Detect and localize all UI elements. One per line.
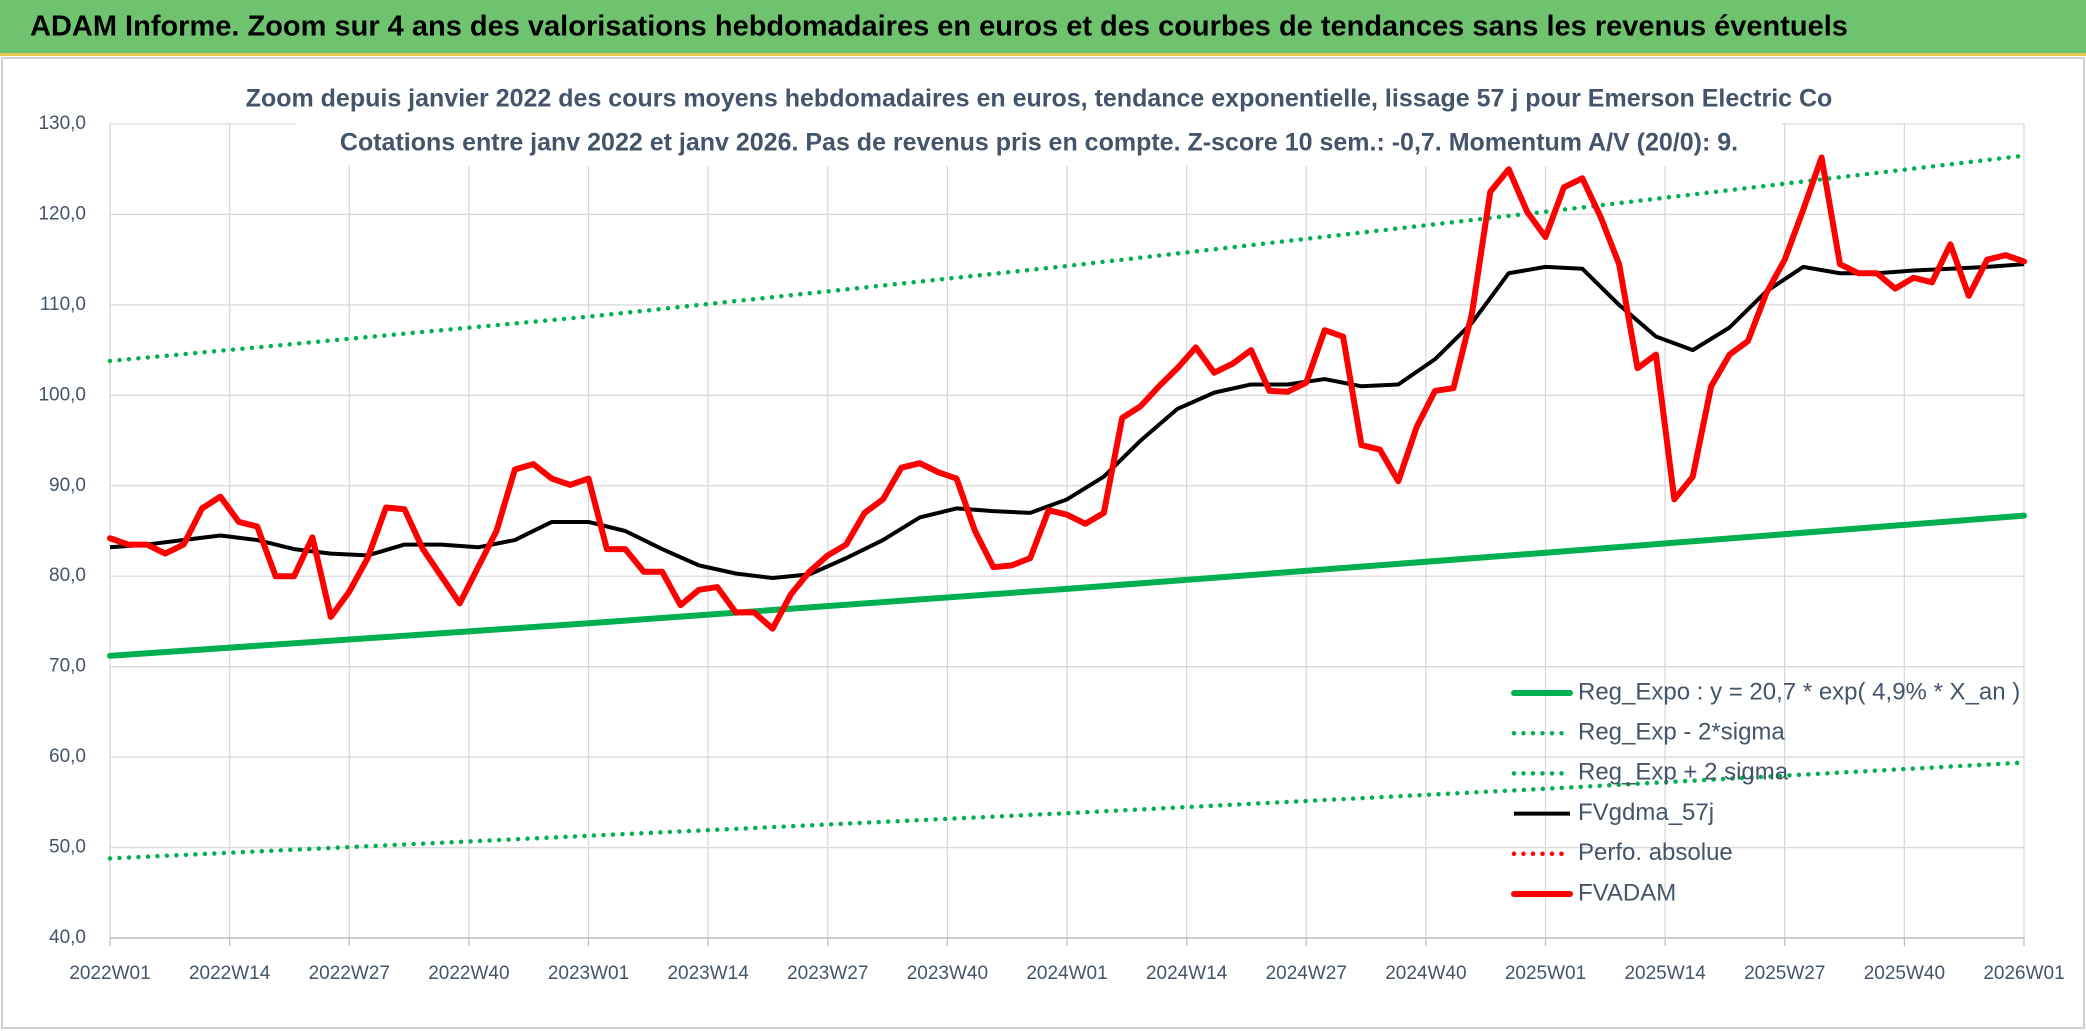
x-tick-label: 2023W01 — [548, 963, 629, 984]
chart-title: Zoom depuis janvier 2022 des cours moyen… — [246, 85, 1833, 113]
x-tick-label: 2025W40 — [1864, 963, 1945, 984]
chart-subtitle: Cotations entre janv 2022 et janv 2026. … — [340, 129, 1738, 157]
x-tick-label: 2024W14 — [1146, 963, 1228, 984]
x-tick-label: 2023W27 — [787, 963, 868, 984]
x-tick-label: 2022W40 — [428, 963, 509, 984]
legend-label: FVgdma_57j — [1578, 799, 1714, 826]
x-tick-label: 2023W14 — [667, 963, 749, 984]
x-tick-label: 2023W40 — [907, 963, 988, 984]
y-tick-label: 50,0 — [49, 837, 86, 858]
y-tick-label: 110,0 — [40, 294, 86, 315]
legend-label: Reg_Exp - 2*sigma — [1578, 719, 1785, 746]
x-tick-label: 2024W27 — [1266, 963, 1347, 984]
legend-label: FVADAM — [1578, 879, 1676, 906]
legend-label: Reg_Exp + 2 sigma — [1578, 759, 1789, 786]
header-edge — [0, 53, 2086, 56]
y-tick-label: 90,0 — [49, 475, 86, 496]
y-tick-label: 120,0 — [38, 203, 86, 224]
y-tick-label: 130,0 — [38, 113, 86, 134]
x-tick-label: 2026W01 — [1983, 963, 2064, 984]
legend: Reg_Expo : y = 20,7 * exp( 4,9% * X_an )… — [1511, 678, 2020, 906]
y-tick-label: 70,0 — [49, 656, 86, 677]
title-background — [296, 78, 1782, 166]
x-tick-label: 2025W01 — [1505, 963, 1586, 984]
x-tick-label: 2024W40 — [1385, 963, 1466, 984]
series-line — [107, 760, 2027, 861]
series-line — [107, 154, 2027, 632]
grid: 40,0 50,0 60,0 70,0 80,0 90,0 100,0 110,0 120,0 1… — [38, 113, 2064, 984]
legend-label: Reg_Expo : y = 20,7 * exp( 4,9% * X_an ) — [1578, 678, 2020, 705]
series-line — [107, 512, 2027, 659]
y-tick-label: 40,0 — [49, 927, 86, 948]
x-tick-label: 2024W01 — [1026, 963, 1107, 984]
x-tick-label: 2025W27 — [1744, 963, 1825, 984]
header-title: ADAM Informe. Zoom sur 4 ans des valoris… — [30, 11, 1848, 43]
x-tick-label: 2022W27 — [309, 963, 390, 984]
y-tick-label: 80,0 — [49, 565, 86, 586]
x-tick-label: 2022W14 — [189, 963, 271, 984]
y-tick-label: 100,0 — [38, 384, 86, 405]
plot-lines — [107, 153, 2027, 861]
x-tick-label: 2025W14 — [1624, 963, 1706, 984]
x-tick-label: 2022W01 — [69, 963, 150, 984]
legend-label: Perfo. absolue — [1578, 839, 1733, 866]
header-bar — [0, 0, 2086, 53]
y-tick-label: 60,0 — [49, 746, 86, 767]
series-line — [109, 262, 2025, 581]
series-line — [107, 153, 2027, 364]
